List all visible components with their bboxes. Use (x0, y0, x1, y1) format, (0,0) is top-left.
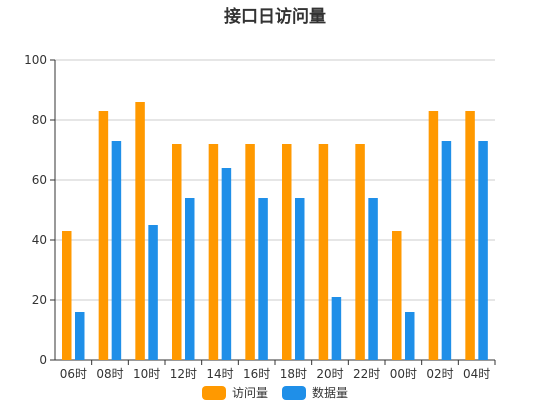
bar-data-11 (478, 141, 488, 360)
bar-visits-0 (62, 231, 72, 360)
bar-visits-3 (172, 144, 182, 360)
x-tick-label-3: 12时 (170, 367, 197, 380)
x-tick-label-0: 06时 (60, 367, 87, 380)
x-tick-label-11: 04时 (463, 367, 490, 380)
legend-swatch-series-1 (201, 385, 226, 400)
x-tick-label-10: 02时 (426, 367, 453, 380)
legend-swatch-series-2 (282, 385, 306, 400)
y-tick-label-80: 80 (32, 113, 47, 127)
bar-visits-10 (428, 111, 439, 360)
x-tick-label-8: 22时 (353, 367, 380, 380)
bar-chart: 0 20 40 60 80 100 06时 08时 10时 12时 14时 16时 18时 20时 22时 0… (24, 53, 496, 380)
bar-visits-11 (465, 111, 475, 360)
legend-label-series-1: 访问量 (231, 386, 268, 400)
y-tick-label-100: 100 (24, 53, 47, 67)
x-tick-label-4: 14时 (206, 367, 233, 380)
bar-data-2 (148, 225, 158, 360)
legend-item-series-1[interactable]: 访问量 (201, 384, 268, 401)
x-tick-label-5: 16时 (243, 367, 270, 380)
y-tick-label-0: 0 (39, 353, 47, 367)
legend-item-series-2[interactable]: 数据量 (282, 384, 348, 401)
bar-visits-7 (318, 144, 329, 360)
bar-data-3 (185, 198, 195, 360)
bar-visits-1 (98, 111, 109, 360)
bar-data-1 (111, 141, 122, 360)
legend-label-series-2: 数据量 (312, 386, 349, 400)
bar-data-4 (221, 168, 232, 360)
bar-visits-5 (245, 144, 255, 360)
bar-data-10 (441, 141, 452, 360)
bar-data-6 (295, 198, 305, 360)
bar-visits-4 (208, 144, 219, 360)
x-tick-label-1: 08时 (96, 367, 123, 380)
bar-data-9 (405, 312, 415, 360)
y-tick-label-60: 60 (32, 173, 47, 187)
bar-data-0 (75, 312, 85, 360)
legend: 访问量 数据量 (0, 384, 550, 401)
bar-visits-9 (392, 231, 402, 360)
y-tick-label-20: 20 (32, 293, 47, 307)
bar-visits-6 (282, 144, 292, 360)
x-tick-label-9: 00时 (390, 367, 417, 380)
chart-title: 接口日访问量 (224, 7, 326, 27)
bar-data-7 (331, 297, 342, 360)
bar-visits-8 (355, 144, 365, 360)
y-tick-label-40: 40 (32, 233, 47, 247)
bar-data-8 (368, 198, 378, 360)
bar-data-5 (258, 198, 268, 360)
x-tick-label-2: 10时 (133, 367, 160, 380)
x-tick-label-6: 18时 (280, 367, 307, 380)
x-tick-label-7: 20时 (316, 367, 343, 380)
bar-visits-2 (135, 102, 145, 360)
